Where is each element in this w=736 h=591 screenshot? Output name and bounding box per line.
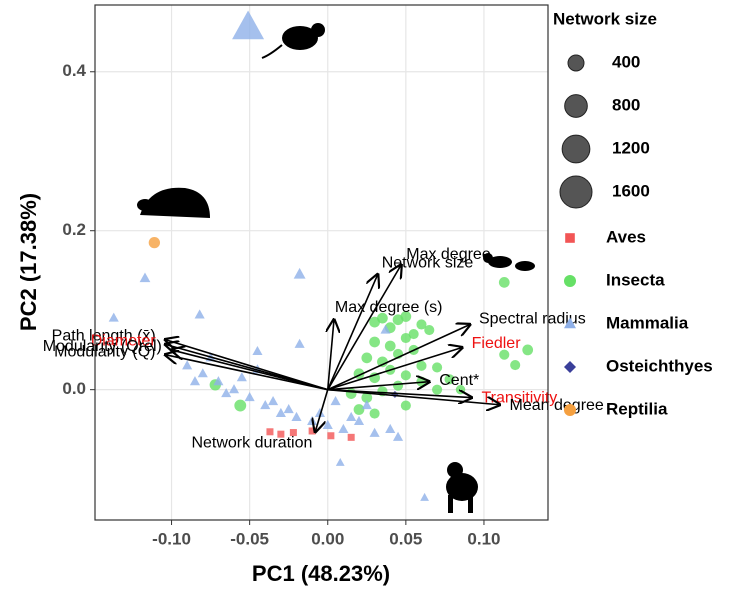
chart: Max degreeNetwork sizeSpectral radiusFie…	[0, 0, 736, 591]
point	[499, 277, 510, 288]
x-axis-title: PC1 (48.23%)	[252, 561, 390, 586]
legend-label: Osteichthyes	[606, 356, 713, 375]
legend-label: Mammalia	[606, 313, 689, 332]
legend-label: Aves	[606, 227, 646, 246]
point	[424, 325, 434, 335]
loading-label: Modularity (Qrel)	[43, 338, 162, 355]
y-axis-title: PC2 (17.38%)	[16, 193, 41, 331]
x-tick-label: 0.10	[467, 529, 500, 548]
loading-label: Network size	[382, 255, 474, 272]
size-legend-label: 400	[612, 52, 640, 71]
legend-key	[564, 404, 576, 416]
y-tick-label: 0.4	[62, 61, 86, 80]
point	[149, 237, 160, 248]
legend-key	[565, 233, 575, 243]
point	[401, 400, 411, 410]
loading-label: Mean degree	[510, 397, 604, 414]
point	[370, 408, 380, 418]
x-tick-label: 0.05	[389, 529, 422, 548]
x-tick-label: -0.05	[230, 529, 269, 548]
point	[522, 345, 533, 356]
size-legend-label: 1200	[612, 138, 650, 157]
point	[510, 360, 520, 370]
point	[348, 434, 355, 441]
point	[361, 353, 372, 364]
size-legend-label: 1600	[612, 181, 650, 200]
y-tick-label: 0.0	[62, 379, 86, 398]
x-tick-label: -0.10	[152, 529, 191, 548]
loading-label: Cent*	[439, 372, 479, 389]
y-tick-label: 0.2	[62, 220, 86, 239]
point	[346, 388, 357, 399]
size-legend-key	[562, 135, 590, 163]
point	[309, 427, 316, 434]
point	[234, 400, 246, 412]
point	[354, 404, 365, 415]
legend-key	[564, 361, 576, 373]
legend-label: Insecta	[606, 270, 665, 289]
point	[432, 362, 442, 372]
point	[385, 341, 396, 352]
loading-label: Max degree (s)	[335, 299, 443, 316]
point	[416, 361, 426, 371]
point	[393, 381, 403, 391]
legend-label: Reptilia	[606, 399, 668, 418]
legend-key	[564, 275, 576, 287]
point	[401, 333, 411, 343]
size-legend-key	[568, 55, 584, 71]
size-legend-label: 800	[612, 95, 640, 114]
loading-label: Fiedler	[472, 335, 522, 352]
x-tick-label: 0.00	[311, 529, 344, 548]
point	[401, 370, 411, 380]
size-legend-title: Network size	[553, 9, 657, 28]
point	[369, 337, 380, 348]
size-legend-key	[560, 176, 592, 208]
point	[327, 432, 334, 439]
loading-label: Network duration	[191, 435, 312, 452]
size-legend-key	[565, 95, 588, 118]
